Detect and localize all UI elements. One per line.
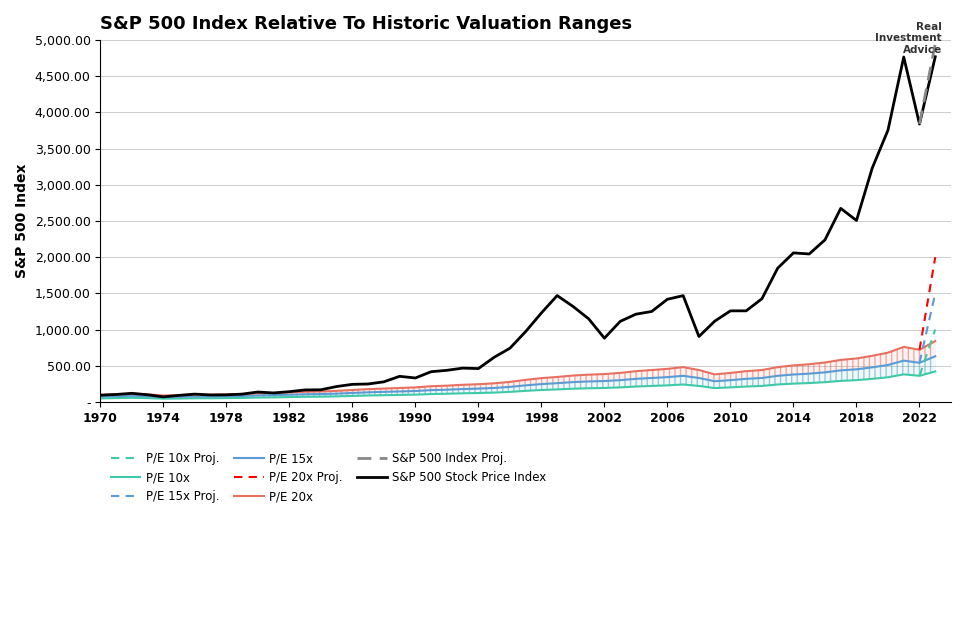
P/E 20x <box>599 370 611 378</box>
P/E 10x <box>929 368 941 375</box>
P/E 15x <box>929 353 941 360</box>
S&P 500 Stock Price Index <box>157 393 169 401</box>
S&P 500 Stock Price Index <box>929 53 941 60</box>
P/E 10x Proj. <box>929 326 941 333</box>
P/E 20x <box>929 337 941 345</box>
Line: P/E 20x: P/E 20x <box>100 341 935 396</box>
Text: S&P 500 Index Relative To Historic Valuation Ranges: S&P 500 Index Relative To Historic Valua… <box>100 15 633 33</box>
S&P 500 Stock Price Index <box>425 368 437 376</box>
P/E 15x <box>614 376 626 384</box>
P/E 10x <box>425 390 437 397</box>
S&P 500 Stock Price Index <box>252 388 264 396</box>
Line: P/E 20x Proj.: P/E 20x Proj. <box>920 257 935 350</box>
P/E 15x <box>599 378 611 385</box>
P/E 20x <box>614 369 626 377</box>
P/E 20x <box>157 392 169 399</box>
P/E 10x <box>614 384 626 391</box>
Line: P/E 10x Proj.: P/E 10x Proj. <box>920 330 935 376</box>
S&P 500 Stock Price Index <box>599 335 611 342</box>
S&P 500 Index Proj. <box>929 40 941 47</box>
S&P 500 Stock Price Index <box>95 391 106 399</box>
S&P 500 Stock Price Index <box>677 292 689 300</box>
P/E 20x <box>252 389 264 397</box>
S&P 500 Stock Price Index <box>614 318 626 325</box>
P/E 15x <box>157 393 169 401</box>
Y-axis label: S&P 500 Index: S&P 500 Index <box>15 164 29 278</box>
P/E 20x <box>425 383 437 390</box>
P/E 10x <box>157 395 169 402</box>
Line: P/E 15x: P/E 15x <box>100 356 935 397</box>
P/E 15x <box>567 378 579 386</box>
P/E 10x <box>599 384 611 392</box>
S&P 500 Stock Price Index <box>567 303 579 310</box>
P/E 10x <box>95 394 106 402</box>
Line: S&P 500 Index Proj.: S&P 500 Index Proj. <box>920 44 935 124</box>
P/E 15x <box>425 386 437 394</box>
Line: P/E 10x: P/E 10x <box>100 371 935 399</box>
P/E 20x <box>677 363 689 371</box>
P/E 15x Proj. <box>929 290 941 297</box>
P/E 10x <box>252 394 264 401</box>
Line: S&P 500 Stock Price Index: S&P 500 Stock Price Index <box>100 57 935 397</box>
P/E 20x Proj. <box>929 254 941 261</box>
P/E 10x <box>567 385 579 392</box>
Line: P/E 15x Proj.: P/E 15x Proj. <box>920 293 935 363</box>
P/E 20x <box>95 391 106 399</box>
P/E 15x <box>95 393 106 401</box>
Text: Real
Investment
Advice: Real Investment Advice <box>875 22 942 55</box>
P/E 15x <box>252 392 264 399</box>
P/E 10x <box>677 381 689 388</box>
P/E 20x <box>567 372 579 379</box>
Legend: P/E 10x Proj., P/E 10x, P/E 15x Proj., P/E 15x, P/E 20x Proj., P/E 20x, S&P 500 : P/E 10x Proj., P/E 10x, P/E 15x Proj., P… <box>106 447 552 508</box>
P/E 15x <box>677 372 689 379</box>
